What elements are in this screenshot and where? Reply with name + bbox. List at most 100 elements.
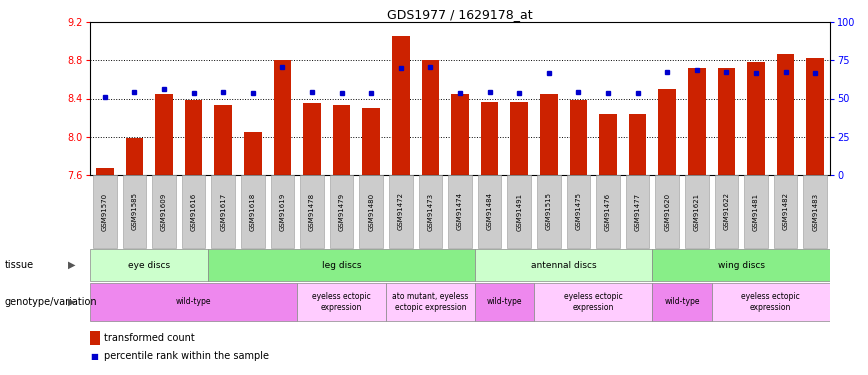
Bar	[362, 108, 380, 175]
Text: eyeless ectopic
expression: eyeless ectopic expression	[312, 292, 371, 312]
Text: GSM91475: GSM91475	[575, 192, 582, 231]
Bar	[508, 175, 531, 248]
Bar	[303, 103, 321, 175]
Bar	[744, 175, 768, 248]
Bar	[653, 283, 712, 321]
Bar	[569, 100, 588, 175]
Bar	[628, 114, 647, 175]
Text: GSM91481: GSM91481	[753, 192, 759, 231]
Bar	[685, 175, 708, 248]
Bar	[96, 168, 114, 175]
Bar	[718, 68, 735, 175]
Bar	[477, 175, 502, 248]
Bar	[330, 175, 353, 248]
Text: GSM91474: GSM91474	[457, 192, 463, 231]
Text: ▶: ▶	[69, 260, 76, 270]
Bar	[773, 175, 798, 248]
Text: GSM91491: GSM91491	[516, 192, 523, 231]
Bar	[389, 175, 412, 248]
Text: eyeless ectopic
expression: eyeless ectopic expression	[564, 292, 622, 312]
Text: wing discs: wing discs	[718, 261, 765, 270]
Text: ■: ■	[90, 352, 98, 361]
Text: GSM91621: GSM91621	[694, 192, 700, 231]
Bar	[626, 175, 649, 248]
Text: GSM91480: GSM91480	[368, 192, 374, 231]
Bar	[212, 175, 235, 248]
Bar	[777, 54, 794, 175]
Text: GSM91483: GSM91483	[812, 192, 819, 231]
Text: GSM91617: GSM91617	[220, 192, 227, 231]
Text: ▶: ▶	[69, 297, 76, 307]
Bar	[658, 89, 676, 175]
Bar	[90, 283, 297, 321]
Bar	[688, 68, 706, 175]
Bar	[534, 283, 653, 321]
Text: wild-type: wild-type	[176, 297, 211, 306]
Bar	[386, 283, 475, 321]
Text: GSM91619: GSM91619	[279, 192, 286, 231]
Bar	[537, 175, 561, 248]
Bar	[93, 175, 116, 248]
Text: eye discs: eye discs	[128, 261, 170, 270]
Text: genotype/variation: genotype/variation	[4, 297, 97, 307]
Bar	[359, 175, 383, 248]
Text: GSM91473: GSM91473	[427, 192, 433, 231]
Bar	[126, 138, 143, 175]
Bar	[297, 283, 386, 321]
Text: GSM91479: GSM91479	[339, 192, 345, 231]
Bar	[181, 175, 206, 248]
Bar	[475, 249, 653, 281]
Bar	[208, 249, 475, 281]
Text: GSM91616: GSM91616	[191, 192, 196, 231]
Bar	[214, 105, 232, 175]
Text: GSM91478: GSM91478	[309, 192, 315, 231]
Text: tissue: tissue	[4, 260, 34, 270]
Text: GSM91482: GSM91482	[783, 192, 789, 231]
Bar	[451, 94, 469, 175]
Bar	[241, 175, 265, 248]
Text: wild-type: wild-type	[487, 297, 523, 306]
Bar	[714, 175, 739, 248]
Bar	[567, 175, 590, 248]
Text: GSM91477: GSM91477	[635, 192, 641, 231]
Bar	[475, 283, 534, 321]
Text: ato mutant, eyeless
ectopic expression: ato mutant, eyeless ectopic expression	[392, 292, 469, 312]
Bar	[747, 62, 765, 175]
Bar	[599, 114, 617, 175]
Bar	[122, 175, 146, 248]
Bar	[244, 132, 261, 175]
Text: GSM91609: GSM91609	[161, 192, 167, 231]
Bar	[596, 175, 620, 248]
Bar	[448, 175, 472, 248]
Text: GSM91484: GSM91484	[487, 192, 493, 231]
Text: transformed count: transformed count	[104, 333, 194, 343]
Bar	[806, 58, 824, 175]
Text: GSM91570: GSM91570	[102, 192, 108, 231]
Bar	[152, 175, 176, 248]
Text: GSM91472: GSM91472	[398, 192, 404, 231]
Bar	[481, 102, 498, 175]
Bar	[300, 175, 324, 248]
Text: GSM91618: GSM91618	[250, 192, 256, 231]
Text: GSM91515: GSM91515	[546, 192, 552, 231]
Bar	[422, 60, 439, 175]
Bar	[655, 175, 679, 248]
Bar	[804, 175, 827, 248]
Bar	[418, 175, 442, 248]
Text: wild-type: wild-type	[664, 297, 700, 306]
Bar	[653, 249, 830, 281]
Text: eyeless ectopic
expression: eyeless ectopic expression	[741, 292, 800, 312]
Bar	[510, 102, 528, 175]
Bar	[332, 105, 351, 175]
Bar	[155, 94, 173, 175]
Text: leg discs: leg discs	[322, 261, 361, 270]
Text: GSM91585: GSM91585	[131, 192, 137, 231]
Text: GSM91622: GSM91622	[723, 192, 729, 231]
Title: GDS1977 / 1629178_at: GDS1977 / 1629178_at	[387, 8, 533, 21]
Bar	[90, 249, 208, 281]
Text: GSM91476: GSM91476	[605, 192, 611, 231]
Bar	[185, 100, 202, 175]
Bar	[540, 94, 557, 175]
Text: antennal discs: antennal discs	[531, 261, 596, 270]
Text: percentile rank within the sample: percentile rank within the sample	[104, 351, 269, 361]
